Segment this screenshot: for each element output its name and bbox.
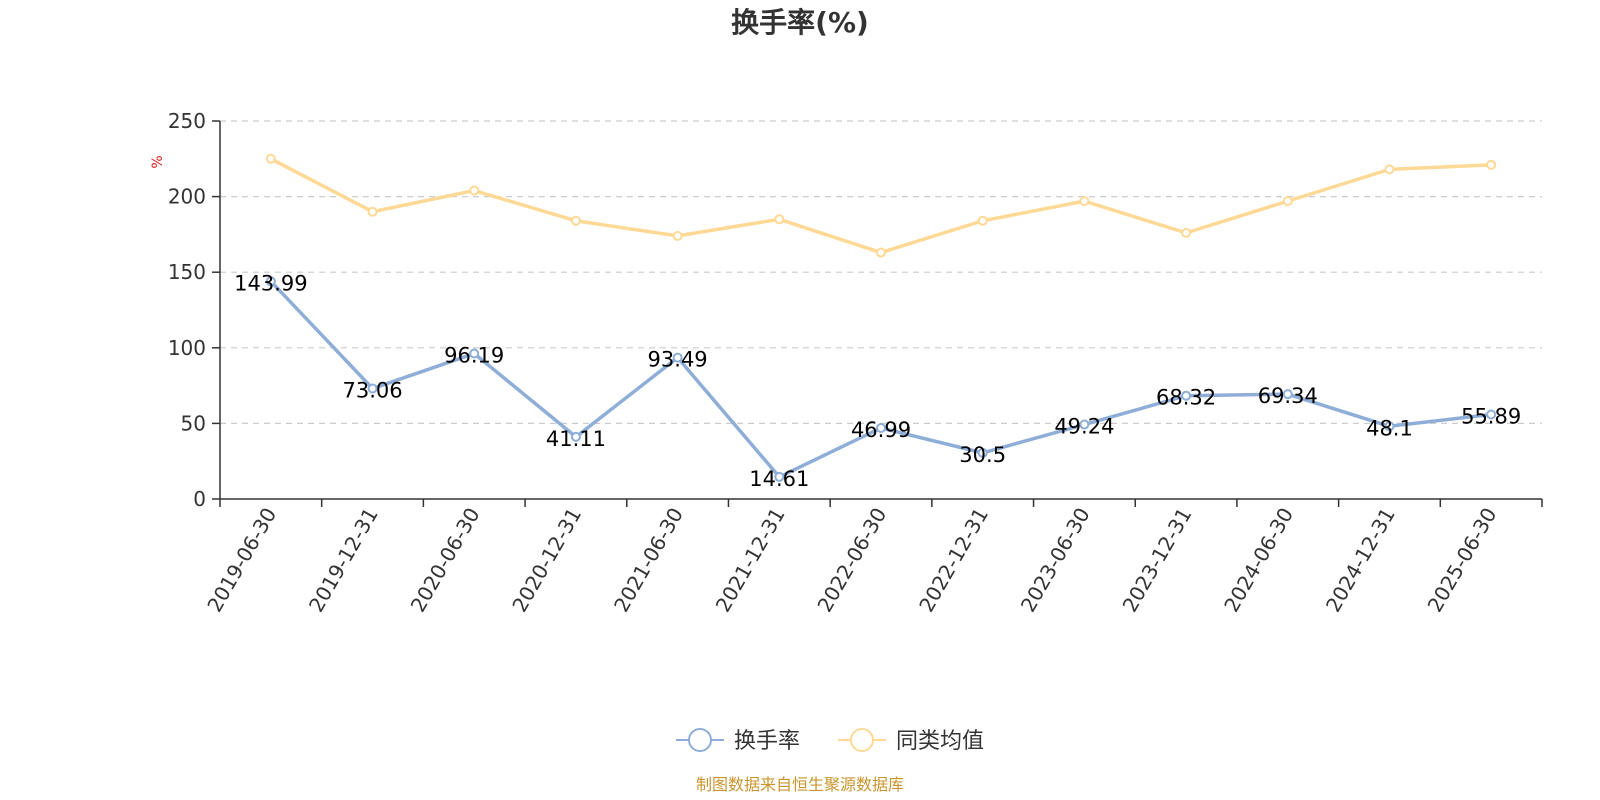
x-tick-label: 2022-06-30 xyxy=(812,504,891,617)
legend-marker-icon xyxy=(688,728,712,752)
legend-label: 换手率 xyxy=(734,729,800,754)
x-tick-label: 2022-12-31 xyxy=(914,504,993,617)
data-point[interactable] xyxy=(1079,196,1090,207)
series-line xyxy=(269,280,1492,479)
data-label: 48.1 xyxy=(1366,416,1413,440)
data-point[interactable] xyxy=(1384,164,1395,175)
data-point[interactable] xyxy=(1181,390,1192,401)
legend-label: 同类均值 xyxy=(896,729,984,754)
data-point[interactable] xyxy=(1486,409,1497,420)
series-layer xyxy=(265,153,1497,482)
data-point[interactable] xyxy=(774,214,785,225)
data-point[interactable] xyxy=(265,153,276,164)
x-tick-label: 2024-12-31 xyxy=(1321,504,1400,617)
data-label: 68.32 xyxy=(1156,386,1216,410)
x-tick-label: 2024-06-30 xyxy=(1219,504,1298,617)
x-tick-label: 2023-06-30 xyxy=(1016,504,1095,617)
data-label: 73.06 xyxy=(342,379,402,403)
data-point[interactable] xyxy=(672,230,683,241)
x-tick-label: 2020-12-31 xyxy=(507,504,586,617)
x-tick-label: 2020-06-30 xyxy=(406,504,485,617)
legend-item[interactable]: 换手率 xyxy=(676,728,800,754)
grid-lines xyxy=(220,120,1542,424)
data-label: 96.19 xyxy=(444,344,504,368)
y-tick-label: 250 xyxy=(168,109,206,133)
series-line xyxy=(270,157,1492,255)
axes xyxy=(219,121,1542,500)
legend[interactable]: 换手率 同类均值 xyxy=(676,728,984,754)
data-label: 14.61 xyxy=(749,467,809,491)
y-axis-ticks: 0 50 100 150 200 250 xyxy=(168,109,220,511)
data-point[interactable] xyxy=(672,352,683,363)
x-tick-label: 2021-06-30 xyxy=(609,504,688,617)
data-label: 93.49 xyxy=(648,348,708,372)
data-point[interactable] xyxy=(1486,159,1497,170)
data-point[interactable] xyxy=(977,215,988,226)
data-point[interactable] xyxy=(1384,421,1395,432)
data-label: 55.89 xyxy=(1461,404,1521,428)
y-tick-label: 100 xyxy=(168,336,206,360)
x-tick-label: 2023-12-31 xyxy=(1118,504,1197,617)
x-axis-ticks: 2019-06-30 2019-12-31 2020-06-30 2020-12-31… xyxy=(202,499,1543,617)
chart-title: 换手率(%) xyxy=(731,6,869,39)
data-point[interactable] xyxy=(977,447,988,458)
data-point[interactable] xyxy=(367,383,378,394)
legend-item[interactable]: 同类均值 xyxy=(838,728,984,754)
data-point[interactable] xyxy=(1282,196,1293,207)
y-tick-label: 200 xyxy=(168,185,206,209)
data-label: 49.24 xyxy=(1054,415,1114,439)
data-point[interactable] xyxy=(265,276,276,287)
data-point[interactable] xyxy=(1079,419,1090,430)
data-label: 46.99 xyxy=(851,418,911,442)
x-tick-label: 2019-06-30 xyxy=(202,504,281,617)
data-labels: 143.99 73.06 96.19 41.11 93.49 14.61 46.99 30.5… xyxy=(234,271,1521,491)
data-label: 143.99 xyxy=(234,271,307,295)
y-tick-label: 50 xyxy=(181,411,206,435)
data-label: 69.34 xyxy=(1258,384,1318,408)
data-point[interactable] xyxy=(367,206,378,217)
y-tick-label: 0 xyxy=(193,487,206,511)
legend-marker-icon xyxy=(850,728,874,752)
data-point[interactable] xyxy=(469,185,480,196)
data-point[interactable] xyxy=(774,471,785,482)
data-label: 41.11 xyxy=(546,427,606,451)
data-point[interactable] xyxy=(570,215,581,226)
x-tick-label: 2019-12-31 xyxy=(304,504,383,617)
source-note: 制图数据来自恒生聚源数据库 xyxy=(696,775,904,794)
y-tick-label: 150 xyxy=(168,260,206,284)
data-point[interactable] xyxy=(570,431,581,442)
x-tick-label: 2025-06-30 xyxy=(1423,504,1502,617)
data-point[interactable] xyxy=(876,422,886,433)
data-point[interactable] xyxy=(1181,227,1192,238)
data-point[interactable] xyxy=(469,348,480,359)
y-axis-unit: % xyxy=(150,155,166,168)
data-point[interactable] xyxy=(1282,389,1293,400)
data-label: 30.5 xyxy=(959,443,1006,467)
data-point[interactable] xyxy=(876,247,886,258)
x-tick-label: 2021-12-31 xyxy=(711,504,790,617)
